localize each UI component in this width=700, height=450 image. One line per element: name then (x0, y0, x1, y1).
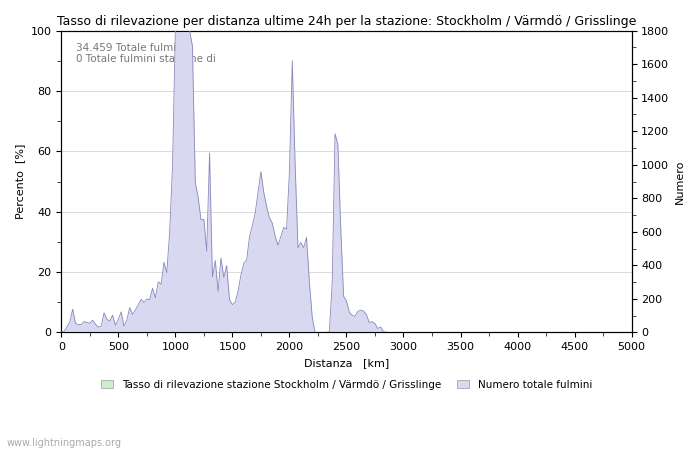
X-axis label: Distanza   [km]: Distanza [km] (304, 358, 389, 368)
Title: Tasso di rilevazione per distanza ultime 24h per la stazione: Stockholm / Värmdö: Tasso di rilevazione per distanza ultime… (57, 15, 636, 28)
Legend: Tasso di rilevazione stazione Stockholm / Värmdö / Grisslinge, Numero totale ful: Tasso di rilevazione stazione Stockholm … (97, 375, 596, 394)
Text: 34.459 Totale fulmini
0 Totale fulmini stazione di: 34.459 Totale fulmini 0 Totale fulmini s… (76, 43, 216, 64)
Text: www.lightningmaps.org: www.lightningmaps.org (7, 438, 122, 448)
Y-axis label: Percento  [%]: Percento [%] (15, 144, 25, 219)
Y-axis label: Numero: Numero (675, 159, 685, 204)
